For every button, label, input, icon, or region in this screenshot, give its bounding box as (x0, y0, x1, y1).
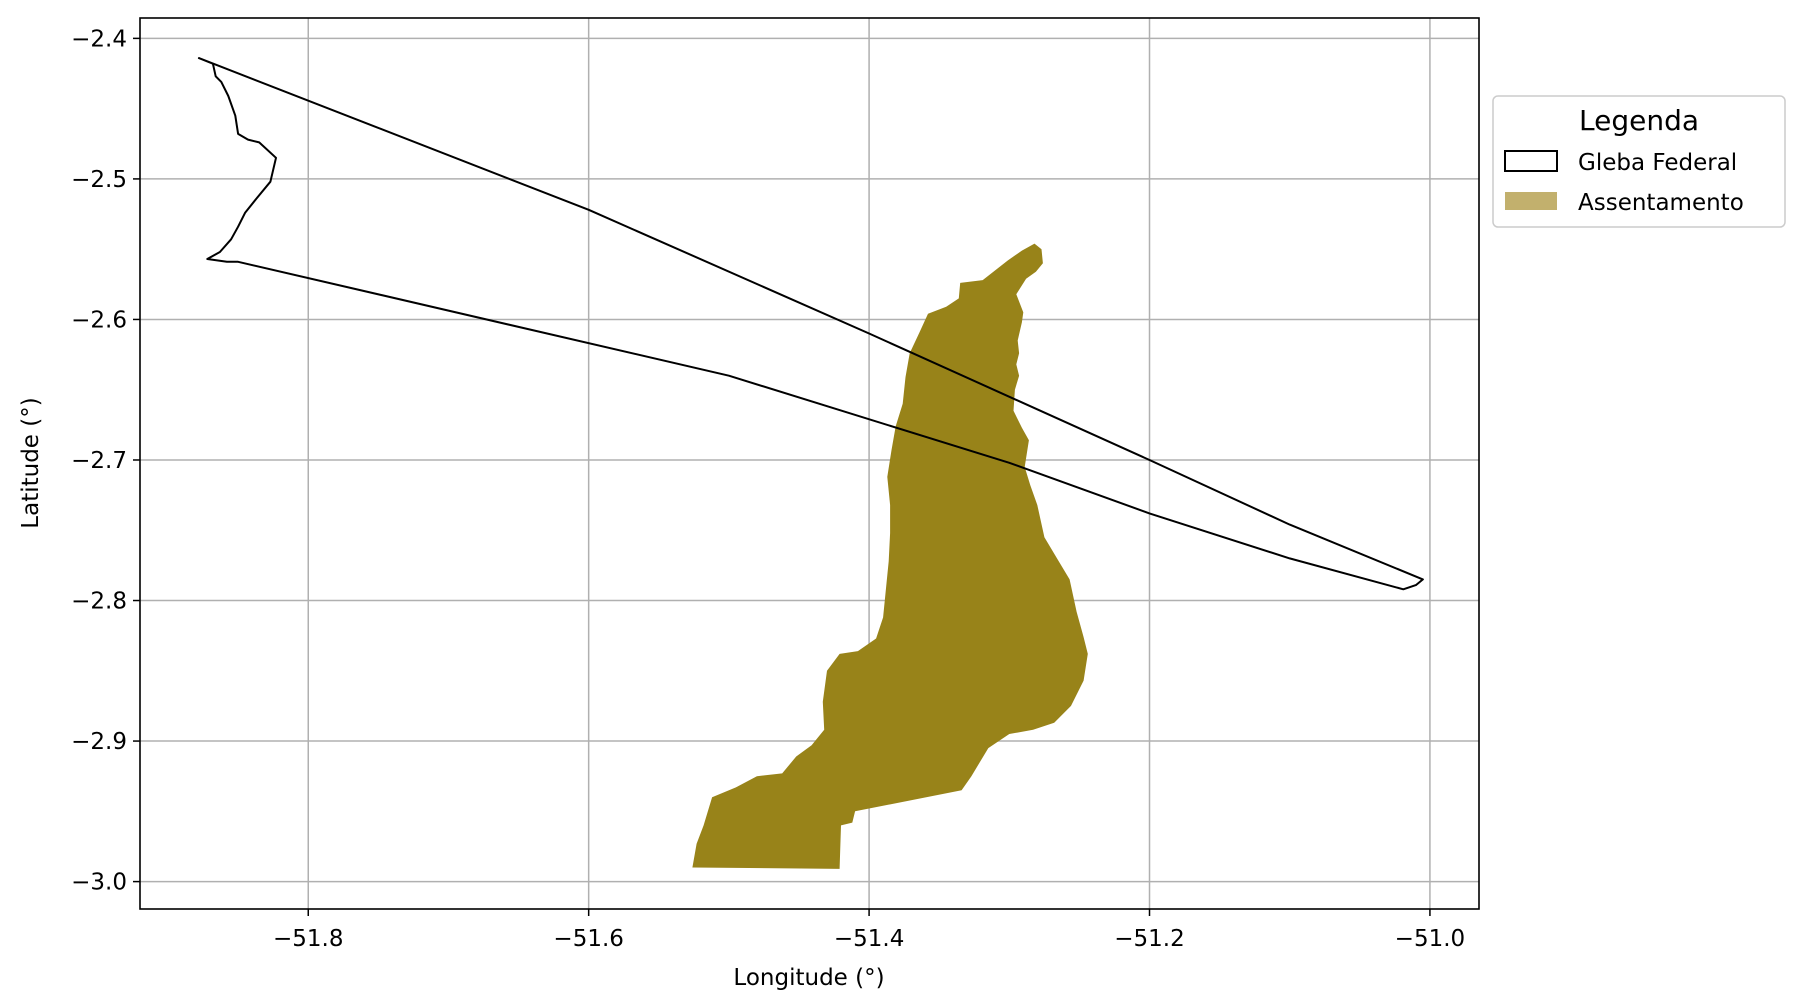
x-tick-label: −51.6 (553, 926, 623, 952)
y-tick-label: −3.0 (71, 870, 127, 896)
legend-title: Legenda (1579, 104, 1699, 137)
y-tick-label: −2.6 (71, 307, 127, 333)
map-polygon-gleba-federal (197, 57, 1424, 591)
y-tick-label: −2.4 (71, 26, 127, 52)
map-polygon-assentamento (692, 243, 1088, 869)
y-tick-label: −2.9 (71, 729, 127, 755)
y-tick-label: −2.5 (71, 167, 127, 193)
x-tick-label: −51.0 (1395, 926, 1465, 952)
x-tick-label: −51.2 (1114, 926, 1184, 952)
x-tick-label: −51.8 (273, 926, 343, 952)
axis-ticks: −51.8 −51.6 −51.4 −51.2 −51.0 −2.4 −2.5 −2.6 −2.… (71, 26, 1465, 952)
y-axis-label: Latitude (°) (18, 397, 44, 528)
legend-box (1492, 95, 1786, 228)
map-layers (197, 57, 1424, 869)
legend-label-gleba-federal: Gleba Federal (1578, 150, 1737, 176)
gridlines (140, 18, 1479, 909)
y-tick-label: −2.7 (71, 448, 127, 474)
legend: Legenda Gleba Federal Assentamento (1492, 95, 1786, 228)
legend-swatch-gleba-federal (1504, 150, 1558, 172)
y-tick-label: −2.8 (71, 589, 127, 615)
x-axis-label: Longitude (°) (733, 965, 884, 991)
plot-frame (139, 17, 1480, 910)
legend-label-assentamento: Assentamento (1578, 190, 1744, 216)
x-tick-label: −51.4 (834, 926, 904, 952)
legend-swatch-assentamento (1505, 192, 1557, 210)
